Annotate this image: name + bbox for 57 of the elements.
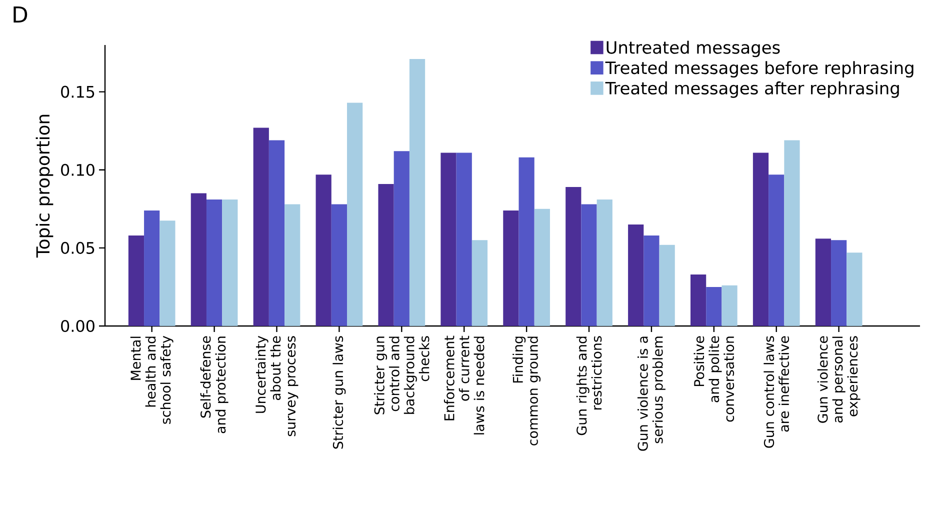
x-tick-label: Self-defense and protection	[200, 336, 228, 434]
bar	[440, 152, 456, 326]
bar	[222, 200, 238, 326]
legend-label: Untreated messages	[606, 40, 780, 58]
bar	[768, 174, 784, 326]
bar	[566, 187, 582, 326]
y-tick-label: 0.10	[61, 164, 94, 176]
x-tick-label: Positive and polite conversation	[694, 336, 734, 422]
bar	[284, 204, 300, 326]
bar	[815, 238, 832, 326]
bar	[331, 204, 348, 326]
bar	[690, 274, 706, 326]
text: D	[14, 6, 28, 22]
bar	[628, 224, 644, 326]
bar	[160, 220, 176, 326]
bar	[347, 102, 363, 326]
bar	[472, 240, 488, 326]
bar	[503, 210, 519, 326]
bar	[206, 200, 222, 326]
bar	[596, 200, 612, 326]
x-tick-label: Stricter gun laws	[332, 336, 346, 449]
x-tick-label: Uncertainty about the survey process	[255, 336, 298, 436]
bar	[190, 193, 206, 326]
bar	[128, 235, 144, 326]
bar	[316, 174, 332, 326]
bar	[456, 152, 472, 326]
bar	[752, 152, 769, 326]
y-tick-label: 0.00	[61, 320, 94, 332]
legend-label: Treated messages before rephrasing	[605, 61, 914, 78]
bar	[846, 252, 862, 326]
bar	[706, 286, 722, 326]
legend-label: Treated messages after rephrasing	[605, 81, 899, 98]
bar	[784, 140, 800, 326]
x-tick-label: Gun rights and restrictions	[576, 336, 602, 436]
bar	[144, 210, 160, 326]
x-tick-label: Mental health and school safety	[130, 336, 174, 424]
bar	[378, 184, 394, 326]
bar	[644, 235, 660, 326]
bar	[722, 285, 738, 326]
x-tick-label: Enforcement of current laws is needed	[444, 336, 484, 434]
bar	[659, 244, 675, 326]
bar	[518, 157, 534, 326]
y-tick-label: 0.15	[61, 86, 94, 98]
x-tick-label: Gun violence is a serious problem	[637, 336, 666, 451]
y-axis-title: Topic proportion	[36, 114, 54, 258]
x-tick-label: Stricter gun control and background checks	[374, 336, 430, 414]
bar	[394, 151, 410, 326]
bar	[831, 240, 847, 326]
x-tick-label: Finding common ground	[512, 336, 541, 446]
bar	[268, 140, 285, 326]
bar	[253, 128, 269, 326]
bar	[581, 204, 597, 326]
bar	[409, 59, 426, 326]
y-tick-label: 0.05	[61, 242, 94, 254]
x-tick-label: Gun control laws are ineffective	[764, 336, 790, 448]
bar	[534, 208, 550, 326]
x-tick-label: Gun violence and personal experiences	[817, 336, 860, 423]
